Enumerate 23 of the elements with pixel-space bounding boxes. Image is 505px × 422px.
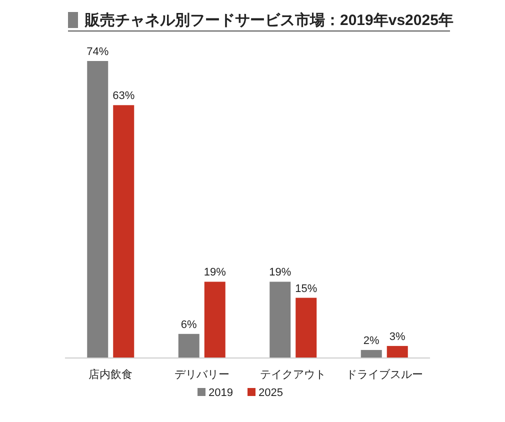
legend-label: 2025	[258, 387, 283, 399]
bar	[87, 61, 108, 358]
bar	[113, 105, 134, 358]
bar	[386, 346, 408, 358]
data-label: 74%	[86, 46, 109, 58]
bar	[360, 350, 382, 358]
bar	[296, 298, 317, 358]
data-label: 15%	[295, 282, 318, 295]
data-label: 19%	[204, 266, 226, 279]
data-label: 3%	[389, 330, 406, 343]
x-tick-label: デリバリー	[174, 369, 230, 381]
data-label: 19%	[269, 266, 292, 279]
chart-title: 販売チャネル別フードサービス市場：2019年vs2025年	[84, 11, 454, 29]
data-label: 63%	[112, 90, 135, 102]
x-tick-label: テイクアウト	[260, 369, 326, 381]
bar	[270, 282, 291, 358]
data-label: 6%	[180, 318, 198, 331]
legend-label: 2019	[208, 387, 233, 399]
x-tick-label: 店内飲食	[88, 368, 133, 381]
bar	[178, 334, 200, 358]
data-label: 2%	[363, 334, 380, 347]
bar	[204, 282, 226, 358]
x-tick-label: ドライブスルー	[346, 368, 423, 381]
